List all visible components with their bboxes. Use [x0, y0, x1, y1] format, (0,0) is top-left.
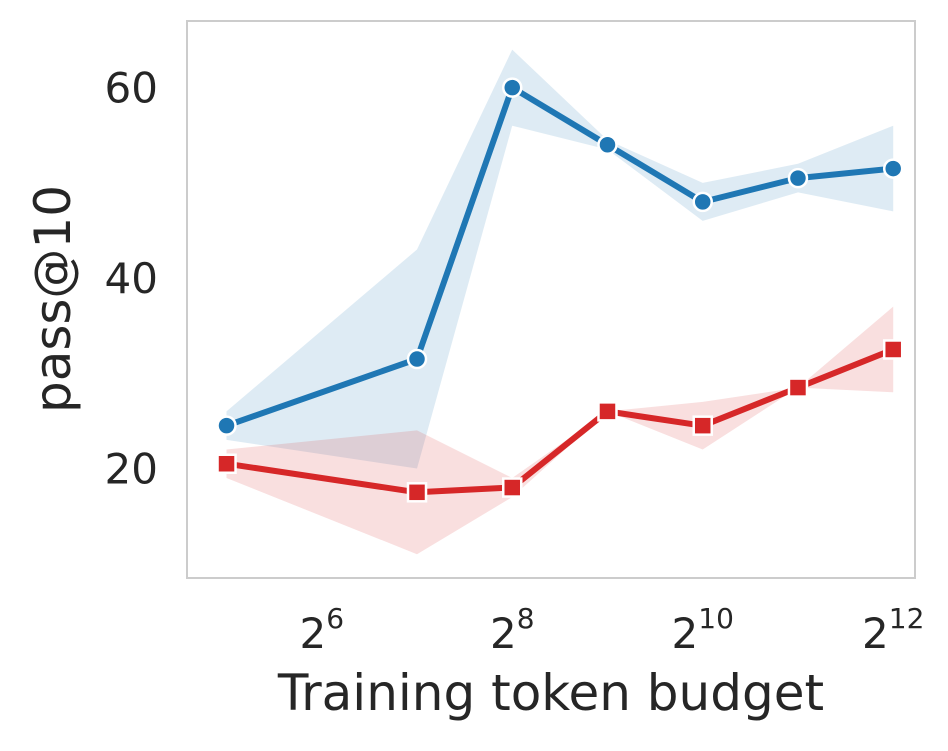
confidence-bands — [226, 49, 894, 555]
y-tick-label: 40 — [105, 254, 158, 303]
x-tick-label: 210 — [672, 602, 734, 658]
series-0-point — [406, 348, 428, 370]
series-0-band — [226, 49, 894, 469]
series-0-point — [501, 77, 523, 98]
series-1-band — [226, 306, 894, 555]
x-tick-label: 28 — [490, 602, 535, 658]
plot-frame — [186, 20, 916, 579]
series-0-point — [597, 134, 618, 156]
x-tick-label: 212 — [862, 602, 924, 658]
series-0-point — [692, 191, 713, 213]
series-1-point — [216, 453, 237, 474]
series-1-point — [692, 415, 713, 436]
x-tick-label: 26 — [299, 602, 344, 658]
series-0-point — [216, 415, 237, 436]
series-markers — [216, 77, 904, 503]
series-1-point — [597, 401, 618, 422]
y-tick-label: 60 — [105, 64, 158, 113]
series-1-point — [501, 477, 523, 498]
series-1-point — [787, 377, 809, 398]
y-axis-label: pass@10 — [24, 185, 82, 413]
y-tick-labels: 20 40 60 — [105, 64, 158, 494]
y-tick-label: 20 — [105, 445, 158, 494]
series-0-point — [882, 158, 904, 179]
series-1-point — [882, 339, 904, 360]
x-axis-label: Training token budget — [277, 664, 824, 722]
series-1-point — [406, 482, 428, 503]
series-0-point — [787, 167, 809, 189]
x-tick-labels: 26 28 210 212 — [299, 602, 924, 658]
